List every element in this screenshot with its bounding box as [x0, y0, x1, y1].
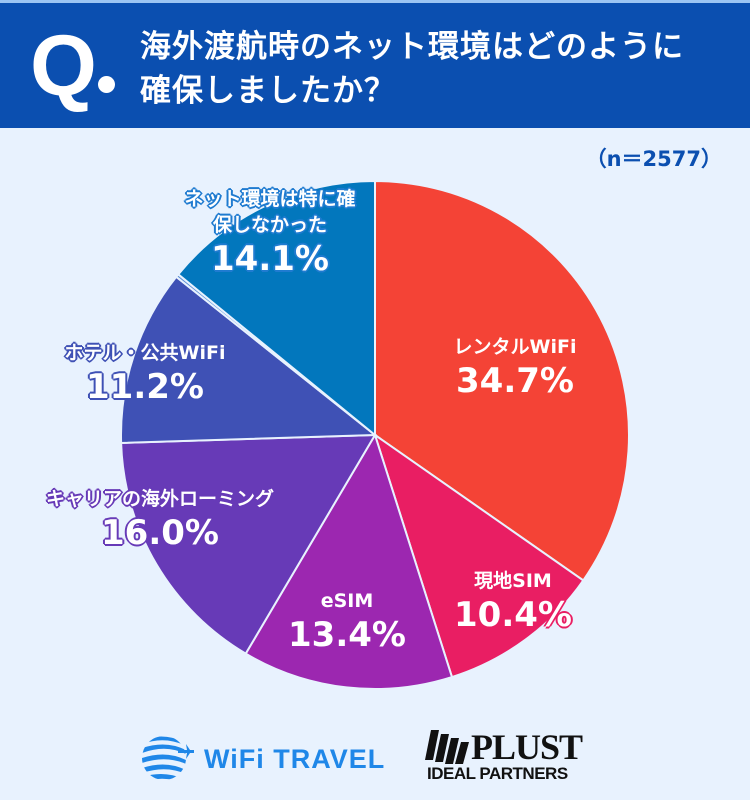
label-esim: eSIM 13.4%	[288, 590, 406, 655]
wifi-travel-wordmark: WiFi TRAVEL	[204, 744, 386, 774]
question-title: 海外渡航時のネット環境はどのように 確保しましたか？	[140, 25, 684, 113]
label-no-internet: ネット環境は特に確 保しなかった 14.1%	[184, 188, 356, 279]
question-line-2: 確保しましたか？	[140, 73, 396, 109]
label-carrier-roaming: キャリアの海外ローミング 16.0%	[45, 488, 274, 553]
slice-5	[176, 179, 376, 438]
label-local-sim: 現地SIM 10.4%	[454, 570, 572, 635]
footer-logos: WiFi TRAVEL PLUST IDEAL PARTNERS	[0, 720, 750, 795]
pie-chart	[120, 179, 630, 690]
slice-1	[373, 432, 585, 679]
question-header: Q 海外渡航時のネット環境はどのように 確保しましたか？	[0, 0, 750, 128]
label-rental-wifi: レンタルWiFi 34.7%	[453, 336, 577, 401]
slice-3	[120, 433, 377, 655]
plust-wordmark: PLUST	[471, 727, 583, 767]
sample-size: （n＝2577）	[585, 147, 722, 171]
q-mark: Q	[30, 18, 97, 114]
slice-4	[120, 275, 378, 445]
question-line-1: 海外渡航時のネット環境はどのように	[140, 29, 684, 65]
slice-0	[374, 179, 630, 582]
plust-logo: PLUST IDEAL PARTNERS	[425, 726, 585, 790]
slice-2	[244, 432, 454, 690]
plust-mark-icon	[425, 730, 469, 764]
wifi-travel-logo: WiFi TRAVEL	[140, 730, 410, 786]
label-hotel-public-wifi: ホテル・公共WiFi 11.2%	[64, 342, 226, 407]
q-dot-icon	[98, 76, 115, 93]
globe-plane-icon	[142, 736, 194, 780]
plust-tagline: IDEAL PARTNERS	[427, 764, 568, 783]
